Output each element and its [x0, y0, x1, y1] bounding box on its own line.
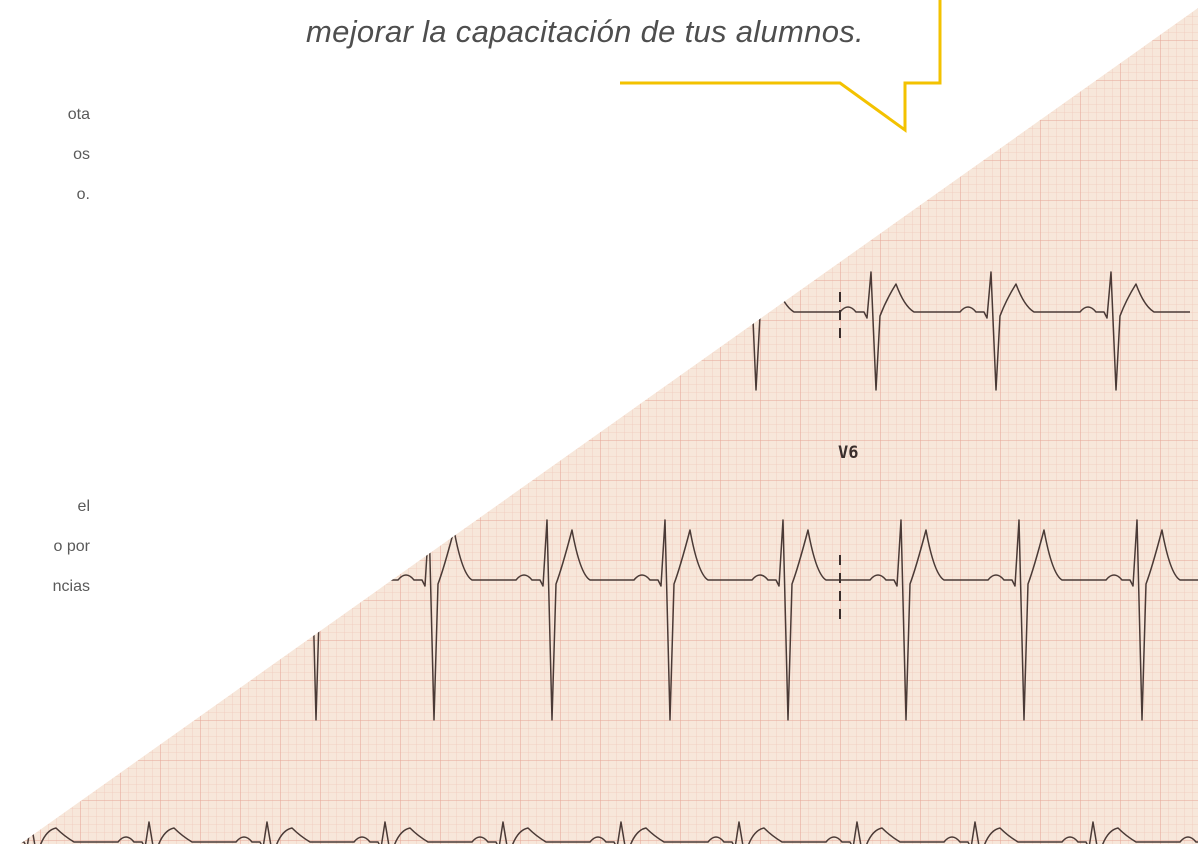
text-fragment: el [0, 487, 90, 527]
text-fragment: os [0, 135, 90, 175]
text-fragment: o. [0, 175, 90, 215]
text-fragment: o por [0, 527, 90, 567]
page: {"bubble": {"text": "mejorar la capacita… [0, 0, 1198, 844]
bubble-text: mejorar la capacitación de tus alumnos. [180, 14, 990, 50]
text-fragment: ota [0, 95, 90, 135]
left-text-lower: el o por ncias [0, 487, 90, 607]
left-text-upper: ota os o. [0, 95, 90, 215]
ecg-background: V6 [0, 0, 1198, 844]
text-fragment: ncias [0, 567, 90, 607]
ecg-image: V6 [0, 0, 1198, 844]
ecg-grid [0, 0, 1198, 844]
lead-label: V6 [838, 443, 858, 463]
